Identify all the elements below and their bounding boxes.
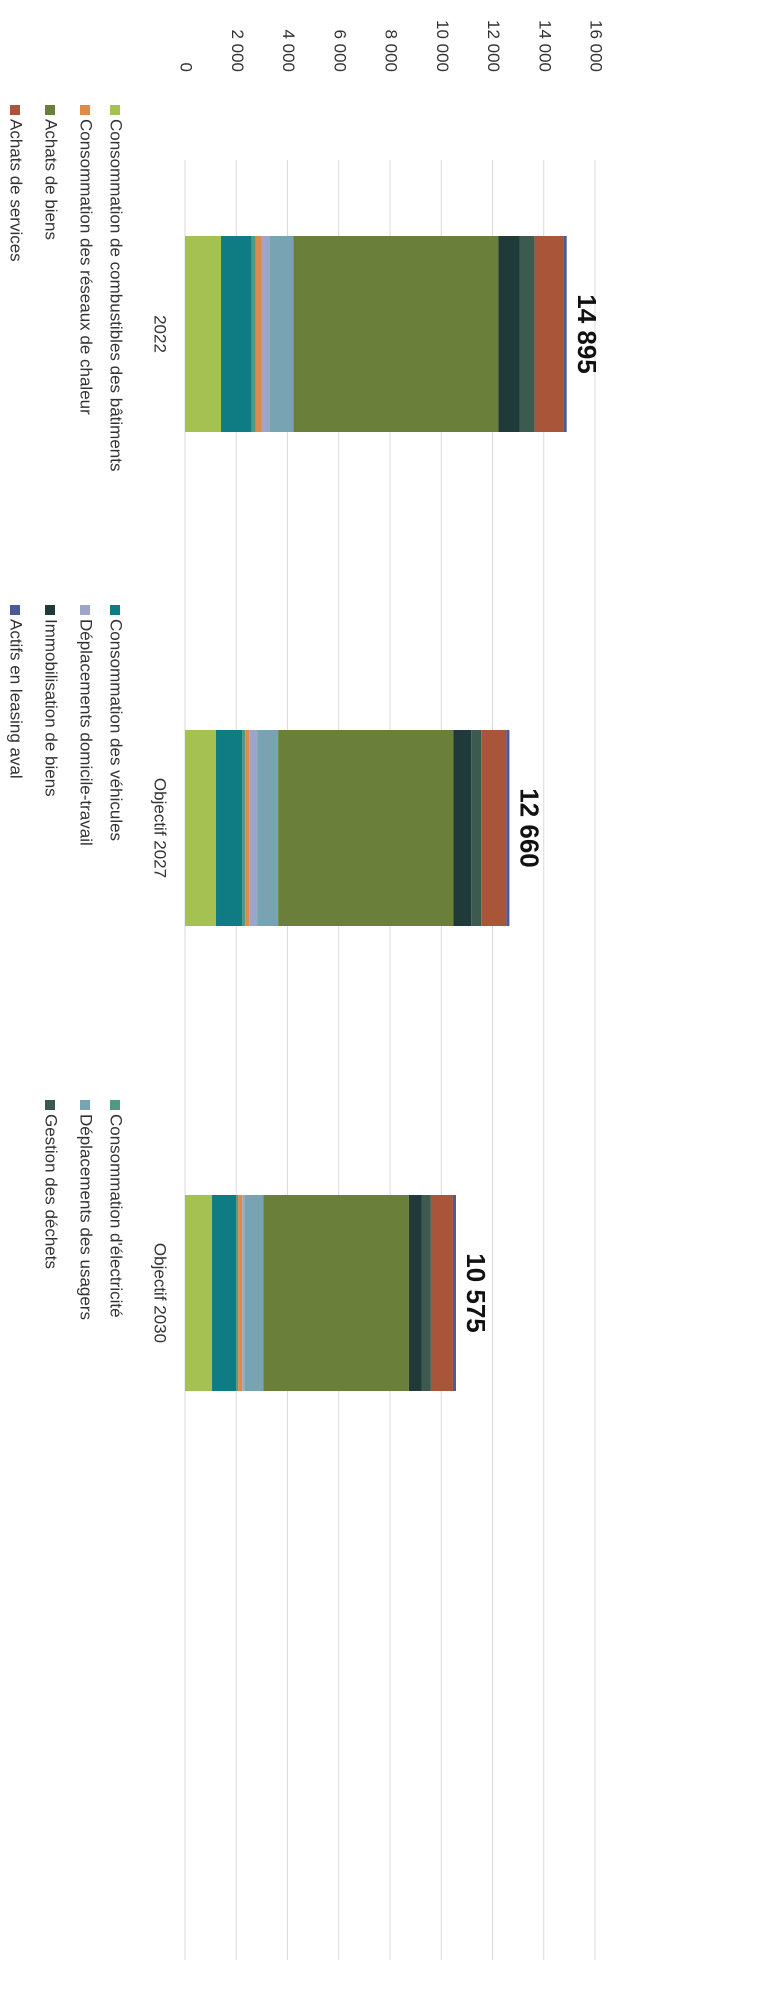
y-tick-label: 6 000 [330,29,349,72]
total-label: 10 575 [461,1253,491,1333]
bar-segment [242,1195,245,1391]
x-tick-label: Objectif 2027 [151,778,170,878]
x-tick-label: 2022 [151,315,170,353]
bar-segment [269,236,294,432]
y-tick-label: 4 000 [279,29,298,72]
legend-label: Déplacements domicile-travail [77,619,96,846]
bar-segment [257,730,279,926]
bar-segment [212,1195,237,1391]
bar-segment [498,236,520,432]
y-tick-label: 2 000 [228,29,247,72]
bar-segment [244,1195,264,1391]
legend-label: Immobilisation de biens [42,619,61,797]
bar-segment [408,1195,422,1391]
bar-segment [184,1195,213,1391]
legend-label: Consommation des réseaux de chaleur [77,119,96,415]
bar-segment [184,236,222,432]
legend-marker [80,105,90,115]
legend-label: Consommation de combustibles des bâtimen… [107,119,126,471]
bar-segment [221,236,252,432]
bar-segment [249,730,258,926]
legend-marker [110,605,120,615]
bar-segment [293,236,499,432]
legend-label: Gestion des déchets [42,1114,61,1269]
legend-marker [10,605,20,615]
legend-marker [10,105,20,115]
bar-segment [263,1195,409,1391]
bar-segment [278,730,454,926]
y-tick-label: 0 [177,63,196,72]
legend-label: Achats de biens [42,119,61,240]
bar-segment [242,730,246,926]
y-tick-label: 14 000 [535,20,554,72]
total-label: 14 895 [572,294,602,374]
x-tick-label: Objectif 2030 [151,1243,170,1343]
bar-segment [245,730,250,926]
legend-marker [80,605,90,615]
bar-segment [184,730,217,926]
bar-segment [261,236,270,432]
legend-marker [45,1100,55,1110]
y-tick-label: 10 000 [433,20,452,72]
bar-segment [236,1195,239,1391]
rotated-chart: 0 2 000 4 000 6 000 8 000 10 000 12 000 14 000 1… [7,20,606,1960]
bar-segment [430,1195,453,1391]
bar-segment [255,236,262,432]
legend-marker [110,1100,120,1110]
bar-segment [453,730,472,926]
legend-marker [45,105,55,115]
y-tick-label: 12 000 [484,20,503,72]
bar-segment [481,730,507,926]
bar-segment [238,1195,243,1391]
bar-segment [506,730,510,926]
legend-marker [110,105,120,115]
bar-segment [563,236,567,432]
total-label: 12 660 [515,788,545,868]
bar-segment [216,730,243,926]
bar-segment [471,730,482,926]
y-tick-label: 8 000 [382,29,401,72]
legend-marker [45,605,55,615]
bar-segment [421,1195,431,1391]
legend-label: Actifs en leasing aval [7,619,26,779]
bar-segment [519,236,535,432]
y-tick-label: 16 000 [587,20,606,72]
legend-label: Achats de services [7,119,26,262]
bar-segment [452,1195,456,1391]
legend-label: Consommation des véhicules [107,619,126,841]
legend-marker [80,1100,90,1110]
legend-label: Déplacements des usagers [77,1114,96,1320]
legend-label: Consommation d'électricité [107,1114,126,1318]
bar-segment [534,236,564,432]
bar-segment [251,236,256,432]
